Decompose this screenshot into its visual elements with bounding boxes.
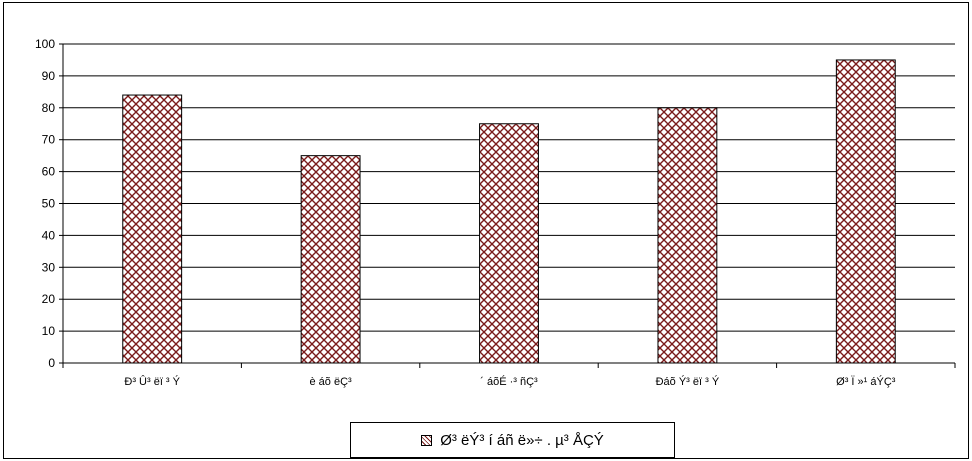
bar [479,123,539,364]
y-tick-label: 100 [35,37,55,51]
bars [122,59,896,364]
gridlines [63,43,955,332]
y-tick-label: 20 [42,292,56,306]
y-tick-label: 70 [42,133,56,147]
x-category-label: Ðáõ Ý³ ëï ³ Ý [656,375,720,388]
bar [122,94,183,364]
y-tick-label: 80 [42,101,56,115]
x-category-label: è áõ ëÇ³ [309,376,352,388]
y-tick-label: 90 [42,69,56,83]
x-category-label: ´ áõÉ ·³ ñÇ³ [480,375,538,388]
y-tick-label: 50 [42,197,56,211]
y-tick-labels: 0 10 20 30 40 50 60 70 80 90 100 [35,37,55,370]
y-tick-label: 30 [42,260,56,274]
legend: Ø³ ëÝ³ í áñ ë»÷ . µ³ ÅÇÝ [350,422,675,458]
y-tick-label: 60 [42,165,56,179]
bar [835,59,896,364]
legend-label: Ø³ ëÝ³ í áñ ë»÷ . µ³ ÅÇÝ [440,431,604,449]
y-tick-label: 40 [42,228,56,242]
bar [300,155,361,364]
legend-swatch-icon [421,434,433,446]
x-category-label: Ð³ Û³ ëï ³ Ý [124,375,180,388]
y-tick-label: 0 [48,356,55,370]
y-tick-label: 10 [42,324,56,338]
bar [657,107,718,364]
x-category-label: Ø³ Ï »¹ áÝÇ³ [836,375,896,388]
chart-frame [3,2,969,459]
x-category-labels: Ð³ Û³ ëï ³ Ý è áõ ëÇ³ ´ áõÉ ·³ ñÇ³ Ðáõ Ý³ ë… [124,375,895,388]
